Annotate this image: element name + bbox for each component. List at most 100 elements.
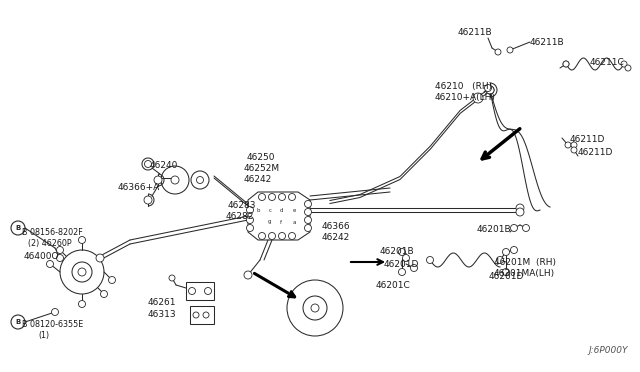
Circle shape — [410, 264, 417, 272]
Text: 46252M: 46252M — [244, 164, 280, 173]
Circle shape — [96, 254, 104, 262]
Circle shape — [511, 247, 518, 253]
Circle shape — [289, 232, 296, 240]
Circle shape — [426, 257, 433, 263]
Text: (1): (1) — [38, 331, 49, 340]
Text: J:6P000Y: J:6P000Y — [589, 346, 628, 355]
Circle shape — [205, 288, 211, 295]
Circle shape — [78, 268, 86, 276]
Text: 46201C: 46201C — [376, 281, 411, 290]
Circle shape — [403, 254, 410, 262]
Circle shape — [203, 312, 209, 318]
Text: 46366: 46366 — [322, 222, 351, 231]
Text: 46242: 46242 — [322, 233, 350, 242]
Circle shape — [259, 193, 266, 201]
Text: c: c — [269, 208, 271, 212]
Circle shape — [516, 204, 524, 212]
Text: 46211B: 46211B — [530, 38, 564, 47]
Circle shape — [305, 208, 312, 215]
Circle shape — [473, 93, 483, 103]
Text: 46201MA(LH): 46201MA(LH) — [494, 269, 555, 278]
Text: a: a — [292, 219, 296, 224]
Circle shape — [289, 193, 296, 201]
Text: 46211D: 46211D — [570, 135, 605, 144]
Circle shape — [79, 237, 86, 244]
Circle shape — [269, 232, 275, 240]
Circle shape — [154, 176, 162, 184]
Circle shape — [278, 193, 285, 201]
Circle shape — [565, 142, 571, 148]
Text: 46282: 46282 — [226, 212, 254, 221]
Text: (2) 46260P: (2) 46260P — [28, 239, 72, 248]
Circle shape — [502, 269, 509, 276]
Circle shape — [56, 247, 63, 253]
Circle shape — [484, 84, 492, 92]
Circle shape — [563, 61, 569, 67]
Circle shape — [625, 65, 631, 71]
Circle shape — [305, 224, 312, 231]
Circle shape — [244, 271, 252, 279]
Text: 46240: 46240 — [150, 161, 179, 170]
Circle shape — [399, 248, 406, 256]
Circle shape — [486, 86, 494, 94]
Text: 46201M  (RH): 46201M (RH) — [494, 258, 556, 267]
Bar — [186, 282, 214, 300]
Text: 46211D: 46211D — [578, 148, 613, 157]
Circle shape — [563, 61, 569, 67]
Text: 46283: 46283 — [228, 201, 257, 210]
Circle shape — [399, 269, 406, 276]
Text: 46366+A: 46366+A — [118, 183, 160, 192]
Circle shape — [502, 248, 509, 256]
Circle shape — [571, 142, 577, 148]
Circle shape — [193, 312, 199, 318]
Circle shape — [571, 147, 577, 153]
Text: B 08120-6355E: B 08120-6355E — [22, 320, 83, 329]
Circle shape — [100, 291, 108, 298]
Text: b: b — [256, 208, 260, 212]
Bar — [190, 306, 214, 324]
Text: B: B — [15, 225, 20, 231]
Circle shape — [511, 224, 518, 231]
Circle shape — [144, 196, 152, 204]
Text: 46400O: 46400O — [24, 252, 60, 261]
Circle shape — [497, 257, 504, 263]
Circle shape — [169, 275, 175, 281]
Circle shape — [47, 260, 54, 267]
Circle shape — [522, 224, 529, 231]
Circle shape — [196, 176, 204, 183]
Text: 46261: 46261 — [148, 298, 177, 307]
Circle shape — [79, 301, 86, 308]
Text: 46210   (RH): 46210 (RH) — [435, 82, 492, 91]
Text: 46250: 46250 — [247, 153, 275, 162]
Circle shape — [246, 224, 253, 231]
Text: 46201D: 46201D — [384, 260, 419, 269]
Text: 46211B: 46211B — [458, 28, 493, 37]
Circle shape — [621, 61, 627, 67]
Circle shape — [495, 49, 501, 55]
Text: g: g — [268, 219, 272, 224]
Text: 46201D: 46201D — [489, 272, 524, 281]
Polygon shape — [248, 192, 310, 240]
Text: f: f — [280, 219, 282, 224]
Circle shape — [486, 86, 494, 94]
Circle shape — [507, 47, 513, 53]
Circle shape — [305, 201, 312, 208]
Circle shape — [109, 276, 115, 283]
Text: 46210+A(LH): 46210+A(LH) — [435, 93, 496, 102]
Text: B 08156-8202F: B 08156-8202F — [22, 228, 83, 237]
Circle shape — [171, 176, 179, 184]
Circle shape — [246, 206, 253, 214]
Circle shape — [278, 232, 285, 240]
Circle shape — [311, 304, 319, 312]
Circle shape — [486, 86, 494, 94]
Circle shape — [269, 193, 275, 201]
Circle shape — [305, 217, 312, 224]
Text: 46201B: 46201B — [380, 247, 415, 256]
Circle shape — [56, 254, 63, 262]
Text: e: e — [292, 208, 296, 212]
Circle shape — [189, 288, 195, 295]
Text: 46201B: 46201B — [477, 225, 511, 234]
Text: B: B — [15, 319, 20, 325]
Text: 46211C: 46211C — [590, 58, 625, 67]
Text: 46242: 46242 — [244, 175, 272, 184]
